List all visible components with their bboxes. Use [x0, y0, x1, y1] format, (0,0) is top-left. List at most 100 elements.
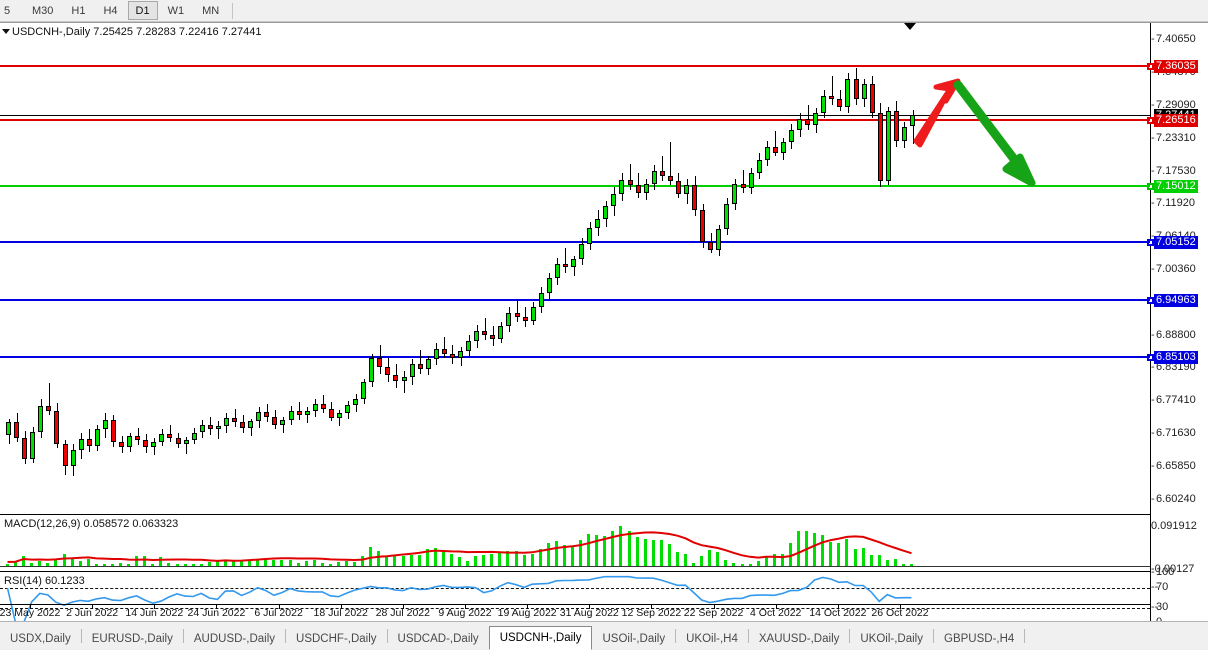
date-axis[interactable]: 23 May 2022 2 Jun 2022 14 Jun 2022 24 Jun 2…	[0, 604, 1150, 622]
macd-histogram-bar	[248, 560, 252, 566]
date-axis-label: 22 Sep 2022	[683, 607, 744, 619]
symbol-tab-ukoildaily[interactable]: UKOil-,Daily	[860, 633, 923, 645]
macd-histogram-bar	[393, 556, 397, 566]
symbol-tab-usdcnhdaily[interactable]: USDCNH-,Daily	[488, 626, 593, 650]
symbol-tab-usoildaily[interactable]: USOil-,Daily	[602, 633, 666, 645]
macd-histogram-bar	[530, 553, 534, 566]
symbol-tab-audusddaily[interactable]: AUDUSD-,Daily	[193, 633, 276, 645]
macd-histogram-bar	[102, 564, 106, 566]
macd-histogram-bar	[506, 551, 510, 566]
symbol-tab-usdchfdaily[interactable]: USDCHF-,Daily	[296, 633, 377, 645]
macd-histogram-bar	[772, 554, 776, 566]
price-pane[interactable]: USDCNH-,Daily 7.25425 7.28283 7.22416 7.…	[0, 23, 1150, 515]
level-axis-label-7.15012[interactable]: 7.15012	[1154, 179, 1198, 193]
macd-histogram-bar	[320, 563, 324, 566]
macd-histogram-bar	[6, 564, 9, 566]
price-axis-tick-label: 7.11920	[1156, 197, 1195, 210]
macd-histogram-bar	[869, 554, 873, 566]
date-axis-tick	[154, 605, 156, 609]
tab-separator	[1024, 629, 1026, 643]
timeframe-button-m30[interactable]: M30	[32, 4, 54, 17]
level-line-7.05152[interactable]	[0, 241, 1150, 244]
date-axis-label: 14 Oct 2022	[809, 607, 867, 619]
tab-separator	[675, 629, 677, 643]
symbol-tab-ukoilh4[interactable]: UKOil-,H4	[686, 633, 738, 645]
price-axis-tick: -7.11920	[1151, 197, 1195, 210]
level-line-6.85103[interactable]	[0, 355, 1150, 358]
macd-histogram-bar	[780, 553, 784, 566]
symbol-tab-xauusddaily[interactable]: XAUUSD-,Daily	[758, 633, 840, 645]
tab-separator	[285, 629, 287, 643]
level-line-6.94963[interactable]	[0, 299, 1150, 302]
price-axis-tick: -6.71630	[1151, 427, 1196, 440]
macd-histogram-bar	[797, 530, 800, 566]
macd-histogram-bar	[587, 534, 591, 566]
level-line-7.36035[interactable]	[0, 64, 1150, 67]
macd-histogram-bar	[199, 564, 203, 566]
date-axis-tick	[837, 605, 839, 609]
chart-area[interactable]: USDCNH-,Daily 7.25425 7.28283 7.22416 7.…	[0, 22, 1208, 628]
macd-histogram-bar	[296, 563, 300, 566]
macd-histogram-bar	[724, 560, 728, 566]
date-axis-tick	[775, 605, 777, 609]
macd-histogram-bar	[659, 539, 663, 566]
timeframe-button-h1[interactable]: H1	[71, 4, 86, 17]
price-axis-tick-label: 7.40650	[1156, 33, 1196, 46]
symbol-tab-eurusddaily[interactable]: EURUSD-,Daily	[91, 633, 173, 645]
price-axis-tick-label: 6.83190	[1156, 361, 1196, 374]
macd-histogram-bar	[159, 556, 163, 566]
rsi-axis-tick-label: 30	[1156, 601, 1169, 613]
macd-histogram-bar	[240, 560, 244, 566]
macd-histogram-bar	[675, 551, 679, 566]
date-axis-label: 28 Jul 2022	[375, 607, 430, 619]
macd-histogram-bar	[207, 562, 211, 566]
level-axis-label-7.05152[interactable]: 7.05152	[1154, 236, 1198, 250]
macd-histogram-bar	[345, 561, 348, 566]
collapse-triangle-icon[interactable]	[2, 29, 10, 34]
macd-histogram-bar	[740, 564, 744, 566]
macd-histogram-bar	[466, 561, 470, 566]
macd-histogram-bar	[280, 560, 284, 566]
rsi-axis-tick: --70	[1151, 581, 1169, 593]
price-axis[interactable]: -7.40650-7.34870-7.29090-7.23310-7.17530…	[1147, 23, 1208, 628]
price-axis-tick: -6.83190	[1151, 361, 1196, 374]
macd-histogram-bar	[562, 544, 566, 566]
level-line-7.15012[interactable]	[0, 184, 1150, 187]
macd-histogram-bar	[143, 555, 147, 566]
price-axis-tick: -6.77410	[1151, 394, 1196, 407]
date-axis-label: 12 Sep 2022	[621, 607, 682, 619]
tab-separator	[933, 629, 934, 643]
macd-histogram-bar	[38, 561, 42, 566]
macd-histogram-bar	[361, 556, 365, 566]
price-axis-tick: -7.29090	[1151, 99, 1196, 112]
rsi-pane[interactable]: RSI(14) 60.1233	[0, 573, 1150, 624]
level-axis-label-7.36035[interactable]: 7.36035	[1154, 59, 1198, 73]
level-axis-label-7.26516[interactable]: 7.26516	[1154, 114, 1198, 128]
tab-separator	[747, 629, 749, 643]
macd-pane[interactable]: MACD(12,26,9) 0.058572 0.063323	[0, 516, 1150, 572]
date-axis-tick	[402, 605, 404, 609]
symbol-tab-usdcaddaily[interactable]: USDCAD-,Daily	[397, 633, 479, 645]
timeframe-button-h4[interactable]: H4	[103, 4, 118, 17]
date-axis-label: 24 Jun 2022	[187, 607, 246, 619]
macd-histogram-bar	[62, 553, 66, 566]
symbol-tab-usdxdaily[interactable]: USDX,Daily	[10, 633, 71, 645]
macd-histogram-bar	[433, 547, 437, 566]
price-axis-tick-label: 7.23310	[1156, 132, 1196, 145]
macd-histogram-bar	[135, 556, 139, 566]
macd-histogram-bar	[627, 531, 631, 566]
level-line-7.26516[interactable]	[0, 119, 1150, 122]
timeframe-button-mn[interactable]: MN	[202, 4, 220, 17]
macd-histogram-bar	[183, 564, 187, 566]
macd-histogram-bar	[764, 556, 768, 566]
date-axis-tick	[900, 605, 901, 609]
timeframe-button-w1[interactable]: W1	[167, 4, 185, 17]
timeframe-button-d1[interactable]: D1	[127, 1, 158, 20]
date-axis-tick	[651, 605, 653, 609]
macd-histogram-bar	[175, 564, 179, 566]
macd-histogram-bar	[635, 537, 639, 566]
level-axis-label-6.94963[interactable]: 6.94963	[1154, 294, 1198, 308]
level-axis-label-6.85103[interactable]: 6.85103	[1154, 350, 1198, 364]
symbol-tab-gbpusdh4[interactable]: GBPUSD-,H4	[944, 633, 1015, 645]
timeframe-button-5[interactable]: 5	[3, 4, 11, 17]
